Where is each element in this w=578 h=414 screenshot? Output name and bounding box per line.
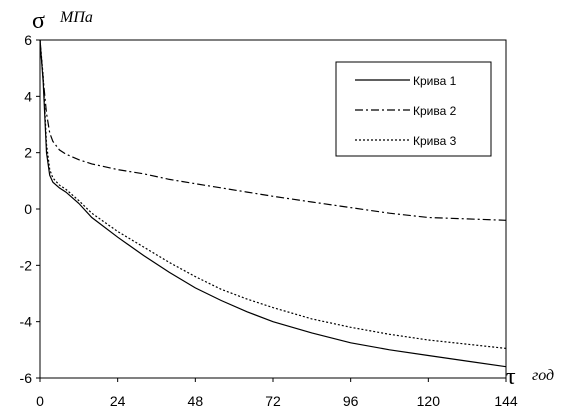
y-tick-label: -4 — [20, 314, 33, 330]
legend-label-2: Крива 2 — [413, 104, 457, 118]
series-layer — [39, 39, 507, 368]
x-tick-label: 72 — [265, 393, 281, 409]
x-tick-label: 48 — [188, 393, 204, 409]
series-line-1 — [39, 39, 507, 368]
legend: Крива 1 Крива 2 Крива 3 — [335, 61, 492, 157]
y-tick-label: -2 — [20, 257, 33, 273]
x-tick-label: 0 — [36, 393, 44, 409]
y-axis-symbol: σ — [32, 8, 45, 34]
y-tick-label: 6 — [24, 32, 32, 48]
y-axis-unit: МПа — [59, 9, 93, 26]
y-tick-label: 0 — [24, 201, 32, 217]
x-tick-label: 144 — [494, 393, 518, 409]
series-line-3 — [39, 39, 507, 349]
legend-box — [335, 61, 492, 157]
legend-label-3: Крива 3 — [413, 134, 457, 148]
x-tick-label: 120 — [417, 393, 441, 409]
x-tick-label: 24 — [110, 393, 126, 409]
y-tick-label: 2 — [24, 145, 32, 161]
series-line-2 — [39, 39, 507, 221]
x-axis-ticks: 0 24 48 72 96 120 144 — [36, 378, 518, 409]
x-axis-unit: год — [532, 367, 554, 384]
x-tick-label: 96 — [343, 393, 359, 409]
y-axis-ticks: 6 4 2 0 -2 -4 -6 — [20, 32, 40, 386]
y-tick-label: 4 — [24, 88, 32, 104]
x-axis-symbol: τ — [506, 364, 516, 390]
y-tick-label: -6 — [20, 370, 33, 386]
legend-label-1: Крива 1 — [413, 74, 457, 88]
